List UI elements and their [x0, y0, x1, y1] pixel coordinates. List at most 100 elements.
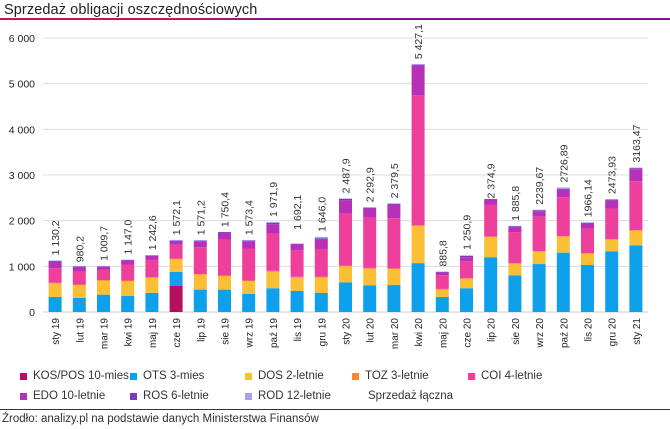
x-tick-label: gru 20 — [608, 318, 619, 347]
x-tick-label: wrz 19 — [245, 318, 256, 349]
bar-segment-edo-10-letnie — [556, 189, 570, 198]
bar-segment-ots-3-mies — [242, 293, 256, 312]
bar-segment-coi-4-letnie — [121, 264, 135, 281]
bar-segment-ots-3-mies — [290, 290, 304, 312]
bar-segment-coi-4-letnie — [145, 259, 159, 278]
legend-swatch — [468, 372, 475, 380]
bar-segment-ros-6-letnie — [508, 226, 522, 228]
y-tick-label: 1 000 — [9, 261, 35, 273]
bar-segment-rod-12-letnie — [266, 221, 280, 223]
bar-segment-ots-3-mies — [121, 296, 135, 312]
x-tick-label: paź 19 — [269, 318, 280, 348]
bar-segment-rod-12-letnie — [581, 222, 594, 223]
total-label: 1 885,8 — [510, 186, 522, 221]
legend-swatch — [130, 392, 137, 400]
source-note: Źrodło: analizy.pl na podstawie danych M… — [2, 413, 319, 425]
bar-segment-toz-3-letnie — [629, 230, 643, 231]
x-tick-label: kwi 19 — [124, 318, 135, 347]
bar-segment-ots-3-mies — [556, 252, 570, 312]
bar-segment-ros-6-letnie — [387, 203, 401, 205]
bar-segment-rod-12-letnie — [556, 187, 570, 189]
bar-segment-ots-3-mies — [629, 245, 643, 312]
bar-segment-edo-10-letnie — [97, 266, 110, 270]
x-tick-label: sty 19 — [51, 318, 62, 345]
legend-label: ROD 12-letnie — [258, 390, 331, 402]
legend-swatch — [20, 372, 27, 380]
total-label: 5 427,1 — [413, 24, 425, 59]
legend-item: ROD 12-letnie — [245, 390, 331, 402]
bar-segment-dos-2-letnie — [266, 271, 280, 289]
bar-segment-ots-3-mies — [339, 282, 352, 312]
y-tick-label: 0 — [29, 307, 35, 319]
bar-segment-rod-12-letnie — [193, 240, 207, 241]
legend-item: COI 4-letnie — [468, 370, 542, 382]
bar-segment-rod-12-letnie — [169, 240, 183, 241]
bar-segment-coi-4-letnie — [484, 204, 498, 237]
bar-segment-toz-3-letnie — [460, 278, 473, 279]
bar-segment-ros-6-letnie — [581, 222, 594, 224]
bar-segment-dos-2-letnie — [72, 285, 86, 298]
legend-label: COI 4-letnie — [481, 370, 543, 382]
bar-segment-coi-4-letnie — [218, 239, 231, 276]
x-tick-label: wrz 20 — [535, 318, 546, 349]
bar-segment-rod-12-letnie — [97, 265, 110, 267]
bar-segment-edo-10-letnie — [121, 260, 135, 265]
total-label: 1 646,0 — [316, 197, 328, 232]
total-label: 1 750,4 — [220, 192, 232, 227]
bar-segment-coi-4-letnie — [508, 232, 522, 264]
bar-segment-edo-10-letnie — [72, 266, 86, 272]
bar-segment-edo-10-letnie — [193, 241, 207, 248]
bar-segment-coi-4-letnie — [387, 218, 401, 269]
legend-item: ROS 6-letnie — [130, 390, 209, 402]
bar-segment-ots-3-mies — [532, 264, 546, 312]
bar-segment-toz-3-letnie — [484, 236, 498, 238]
bar-segment-dos-2-letnie — [314, 277, 328, 293]
bar-segment-toz-3-letnie — [169, 258, 183, 260]
bar-segment-toz-3-letnie — [218, 275, 231, 277]
bar-segment-ros-6-letnie — [629, 168, 643, 170]
bar-segment-ots-3-mies — [72, 297, 86, 312]
bar-segment-coi-4-letnie — [290, 250, 304, 277]
bar-segment-toz-3-letnie — [363, 267, 377, 269]
bar-segment-dos-2-letnie — [339, 266, 352, 283]
bar-segment-coi-4-letnie — [411, 95, 425, 226]
bar-segment-coi-4-letnie — [363, 217, 377, 268]
total-label: 2239,67 — [534, 167, 546, 205]
bar-segment-edo-10-letnie — [581, 223, 594, 229]
total-label: 1 692,1 — [292, 195, 304, 230]
bar-segment-ots-3-mies — [581, 264, 594, 312]
bar-segment-ros-6-letnie — [48, 260, 62, 262]
bar-segment-coi-4-letnie — [605, 208, 619, 240]
bar-segment-ros-6-letnie — [484, 198, 498, 200]
chart-title: Sprzedaż obligacji oszczędnościowych — [4, 2, 258, 18]
bar-segment-coi-4-letnie — [266, 233, 280, 271]
x-tick-label: sie 19 — [221, 318, 232, 345]
stacked-bar-chart: 0 1 000 2 000 3 000 4 000 5 000 6 000 1 130,2 st… — [9, 24, 648, 349]
bar-segment-ros-6-letnie — [556, 188, 570, 190]
bar-segment-ots-3-mies — [218, 289, 231, 312]
x-tick-label: lip 20 — [487, 318, 498, 342]
bar-segment-ots-3-mies — [435, 296, 449, 312]
x-tick-label: lis 19 — [293, 318, 304, 342]
bar-segment-ots-3-mies — [314, 292, 328, 312]
bar-segment-toz-3-letnie — [48, 282, 62, 284]
bar-segment-edo-10-letnie — [460, 257, 473, 262]
bar-segment-toz-3-letnie — [145, 277, 159, 278]
bar-segment-dos-2-letnie — [411, 226, 425, 264]
bar-segment-edo-10-letnie — [411, 65, 425, 96]
bar-segment-dos-2-letnie — [387, 269, 401, 286]
legend-item-total: Sprzedaż łączna — [368, 390, 454, 402]
legend-swatch — [20, 392, 27, 400]
bar-segment-coi-4-letnie — [169, 244, 183, 259]
bar-segment-ots-3-mies — [508, 275, 522, 312]
bar-segment-edo-10-letnie — [169, 240, 183, 245]
total-label: 2473,93 — [607, 156, 619, 194]
bar-segment-edo-10-letnie — [387, 204, 401, 219]
bar-segment-toz-3-letnie — [581, 253, 594, 254]
total-label: 1 573,4 — [244, 200, 256, 235]
bar-segment-coi-4-letnie — [532, 216, 546, 252]
bar-segment-rod-12-letnie — [411, 64, 425, 65]
x-tick-label: lut 20 — [366, 318, 377, 343]
bar-segment-coi-4-letnie — [556, 197, 570, 236]
bar-segment-toz-3-letnie — [605, 239, 619, 240]
